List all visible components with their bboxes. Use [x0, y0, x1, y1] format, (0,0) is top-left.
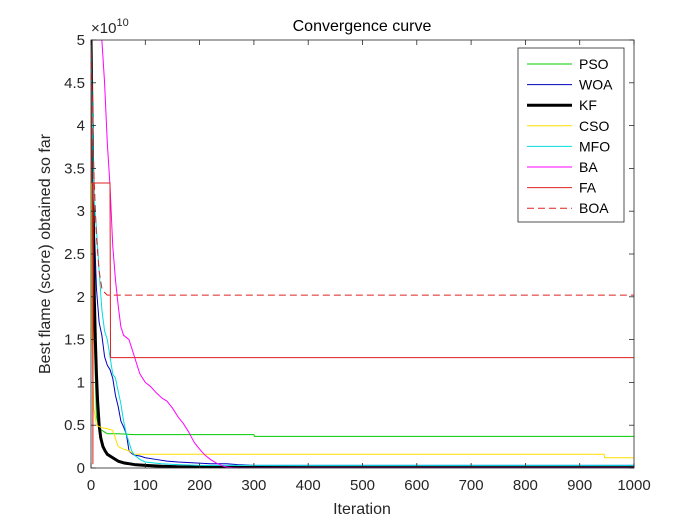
- series-line-fa: [91, 40, 634, 465]
- x-tick-label: 0: [87, 477, 95, 494]
- y-tick-label: 2.5: [64, 246, 85, 263]
- x-axis: 0 100 200 300 400 500 600 700 800 900 1000: [87, 40, 651, 494]
- legend-label-woa: WOA: [579, 77, 613, 93]
- legend-label-cso: CSO: [579, 118, 609, 134]
- series-line-mfo: [91, 40, 634, 466]
- y-tick-label: 2: [77, 289, 85, 306]
- y-tick-label: 1: [77, 374, 85, 391]
- y-tick-label: 0: [77, 460, 85, 477]
- y-axis: 0 0.5 1 1.5 2 2.5 3 3.5 4 4.5 5: [64, 32, 634, 477]
- y-tick-label: 3: [77, 203, 85, 220]
- legend-box: [517, 47, 625, 223]
- x-tick-label: 200: [187, 477, 212, 494]
- x-tick-label: 800: [513, 477, 538, 494]
- series-line-boa: [91, 40, 634, 296]
- x-tick-label: 500: [350, 477, 375, 494]
- legend-label-fa: FA: [579, 180, 597, 196]
- y-axis-label: Best flame (score) obtained so far: [37, 133, 54, 374]
- legend: PSO WOA KF CSO MFO BA FA BOA: [517, 47, 625, 223]
- y-exponent-power: 10: [116, 17, 128, 29]
- y-exponent-multiplier: ×1010: [91, 17, 129, 37]
- y-tick-label: 5: [77, 32, 85, 49]
- legend-label-mfo: MFO: [579, 138, 610, 154]
- legend-label-ba: BA: [579, 159, 598, 175]
- y-tick-label: 0.5: [64, 417, 85, 434]
- series-line-cso: [91, 40, 634, 459]
- chart-title: Convergence curve: [293, 18, 432, 35]
- legend-label-boa: BOA: [579, 200, 609, 216]
- y-exponent-base: ×10: [91, 20, 116, 37]
- x-tick-label: 300: [241, 477, 266, 494]
- series-line-ba: [91, 40, 634, 468]
- legend-label-pso: PSO: [579, 56, 609, 72]
- y-tick-label: 4: [77, 118, 85, 135]
- x-tick-label: 700: [459, 477, 484, 494]
- y-tick-label: 4.5: [64, 75, 85, 92]
- x-axis-label: Iteration: [333, 501, 391, 518]
- x-tick-label: 400: [296, 477, 321, 494]
- series-layer: [91, 40, 634, 468]
- x-tick-label: 600: [404, 477, 429, 494]
- x-tick-label: 900: [567, 477, 592, 494]
- legend-label-kf: KF: [579, 97, 597, 113]
- y-tick-label: 1.5: [64, 332, 85, 349]
- y-tick-label: 3.5: [64, 160, 85, 177]
- x-tick-label: 1000: [617, 477, 650, 494]
- x-tick-label: 100: [133, 477, 158, 494]
